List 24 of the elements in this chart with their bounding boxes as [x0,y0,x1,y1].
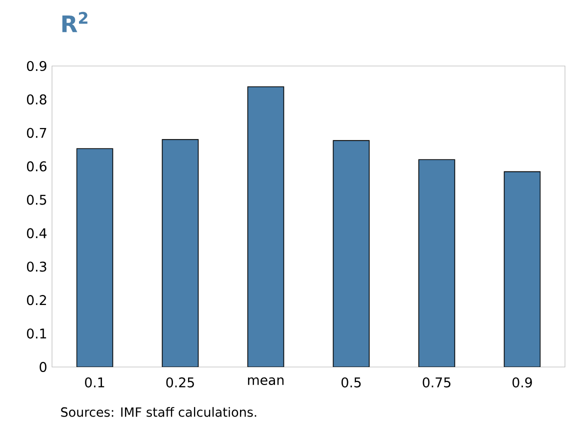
x-tick-label: 0.75 [422,377,450,388]
y-tick-label: 0.1 [26,328,46,339]
bar [418,159,456,367]
bar [162,139,199,367]
x-tick-label: 0.25 [166,377,194,388]
x-tick-label: 0.9 [512,377,532,388]
bar [504,171,541,367]
y-tick-label: 0.9 [26,60,46,72]
x-tick-label: mean [248,377,284,386]
source-note: Sources: IMF staff calculations. [61,407,256,417]
y-tick-label: 0.4 [26,228,47,238]
y-tick-label: 0.3 [26,262,46,272]
y-tick-label: 0.6 [26,161,46,172]
bar [76,148,114,367]
y-tick-label: 0.5 [26,194,46,205]
bar [247,86,284,367]
y-tick-label: 0 [40,362,46,372]
x-tick-label: 0.1 [85,377,104,388]
x-tick-label: 0.5 [342,377,361,388]
bar [332,140,370,367]
y-tick-label: 0.8 [26,94,46,104]
y-tick-label: 0.7 [26,128,46,138]
y-tick-label: 0.2 [26,295,46,306]
chart-title: R$^{2}$ [62,12,88,32]
